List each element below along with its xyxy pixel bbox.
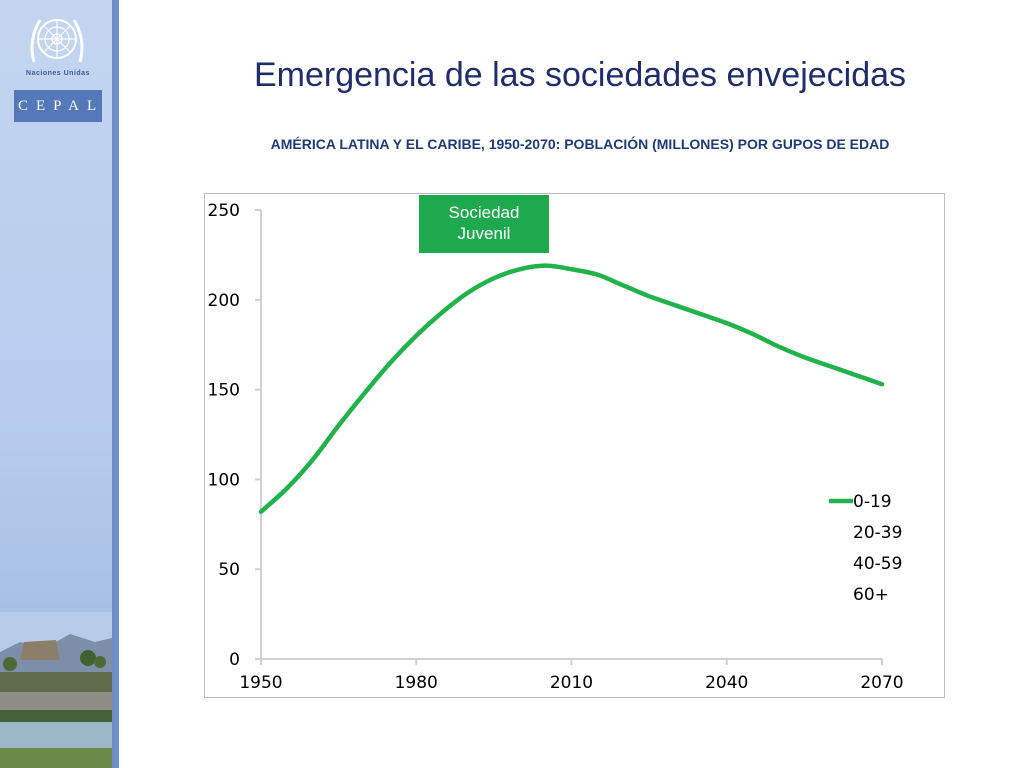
chart-series [258, 263, 885, 514]
x-tick-label: 2070 [860, 673, 903, 693]
y-axis-ticks: 0 50 100 150 200 250 [208, 201, 261, 670]
chart-legend: 0-19 20-39 40-59 60+ [829, 492, 902, 605]
x-axis-ticks: 1950 1980 2010 2040 2070 [239, 659, 904, 693]
annotation-line: Juvenil [457, 224, 511, 243]
series-line-0-19 [258, 263, 885, 514]
y-tick-label: 250 [208, 201, 240, 221]
y-tick-label: 150 [208, 381, 240, 401]
chart-axes [260, 210, 882, 660]
slide-title: Emergencia de las sociedades envejecidas [253, 56, 907, 94]
annotation-line: Sociedad [448, 203, 520, 222]
un-name-label: Naciones Unidas [26, 70, 90, 77]
annotation-text: Sociedad Juvenil [419, 202, 549, 244]
y-tick-label: 50 [218, 560, 240, 580]
x-tick-label: 1980 [395, 673, 438, 693]
legend-label: 20-39 [853, 523, 902, 543]
x-tick-label: 1950 [239, 673, 282, 693]
x-tick-label: 2010 [550, 673, 593, 693]
building-photo [0, 612, 112, 768]
y-tick-label: 0 [229, 650, 240, 670]
sidebar-rule [112, 0, 119, 768]
legend-label: 40-59 [853, 554, 902, 574]
cepal-logo: CEPAL [14, 90, 102, 122]
chart-title: AMÉRICA LATINA Y EL CARIBE, 1950-2070: P… [270, 136, 890, 152]
legend-label: 60+ [853, 585, 889, 605]
annotation-box: Sociedad Juvenil [419, 195, 549, 253]
legend-label: 0-19 [853, 492, 892, 512]
y-tick-label: 200 [208, 291, 240, 311]
x-tick-label: 2040 [705, 673, 748, 693]
y-tick-label: 100 [208, 470, 240, 490]
un-emblem-icon [30, 19, 84, 63]
line-chart: 0 50 100 150 200 250 1950 1980 2010 2040 2070 0-1… [208, 201, 904, 693]
chart-frame: 0 50 100 150 200 250 1950 1980 2010 2040 2070 0-1… [204, 193, 945, 698]
